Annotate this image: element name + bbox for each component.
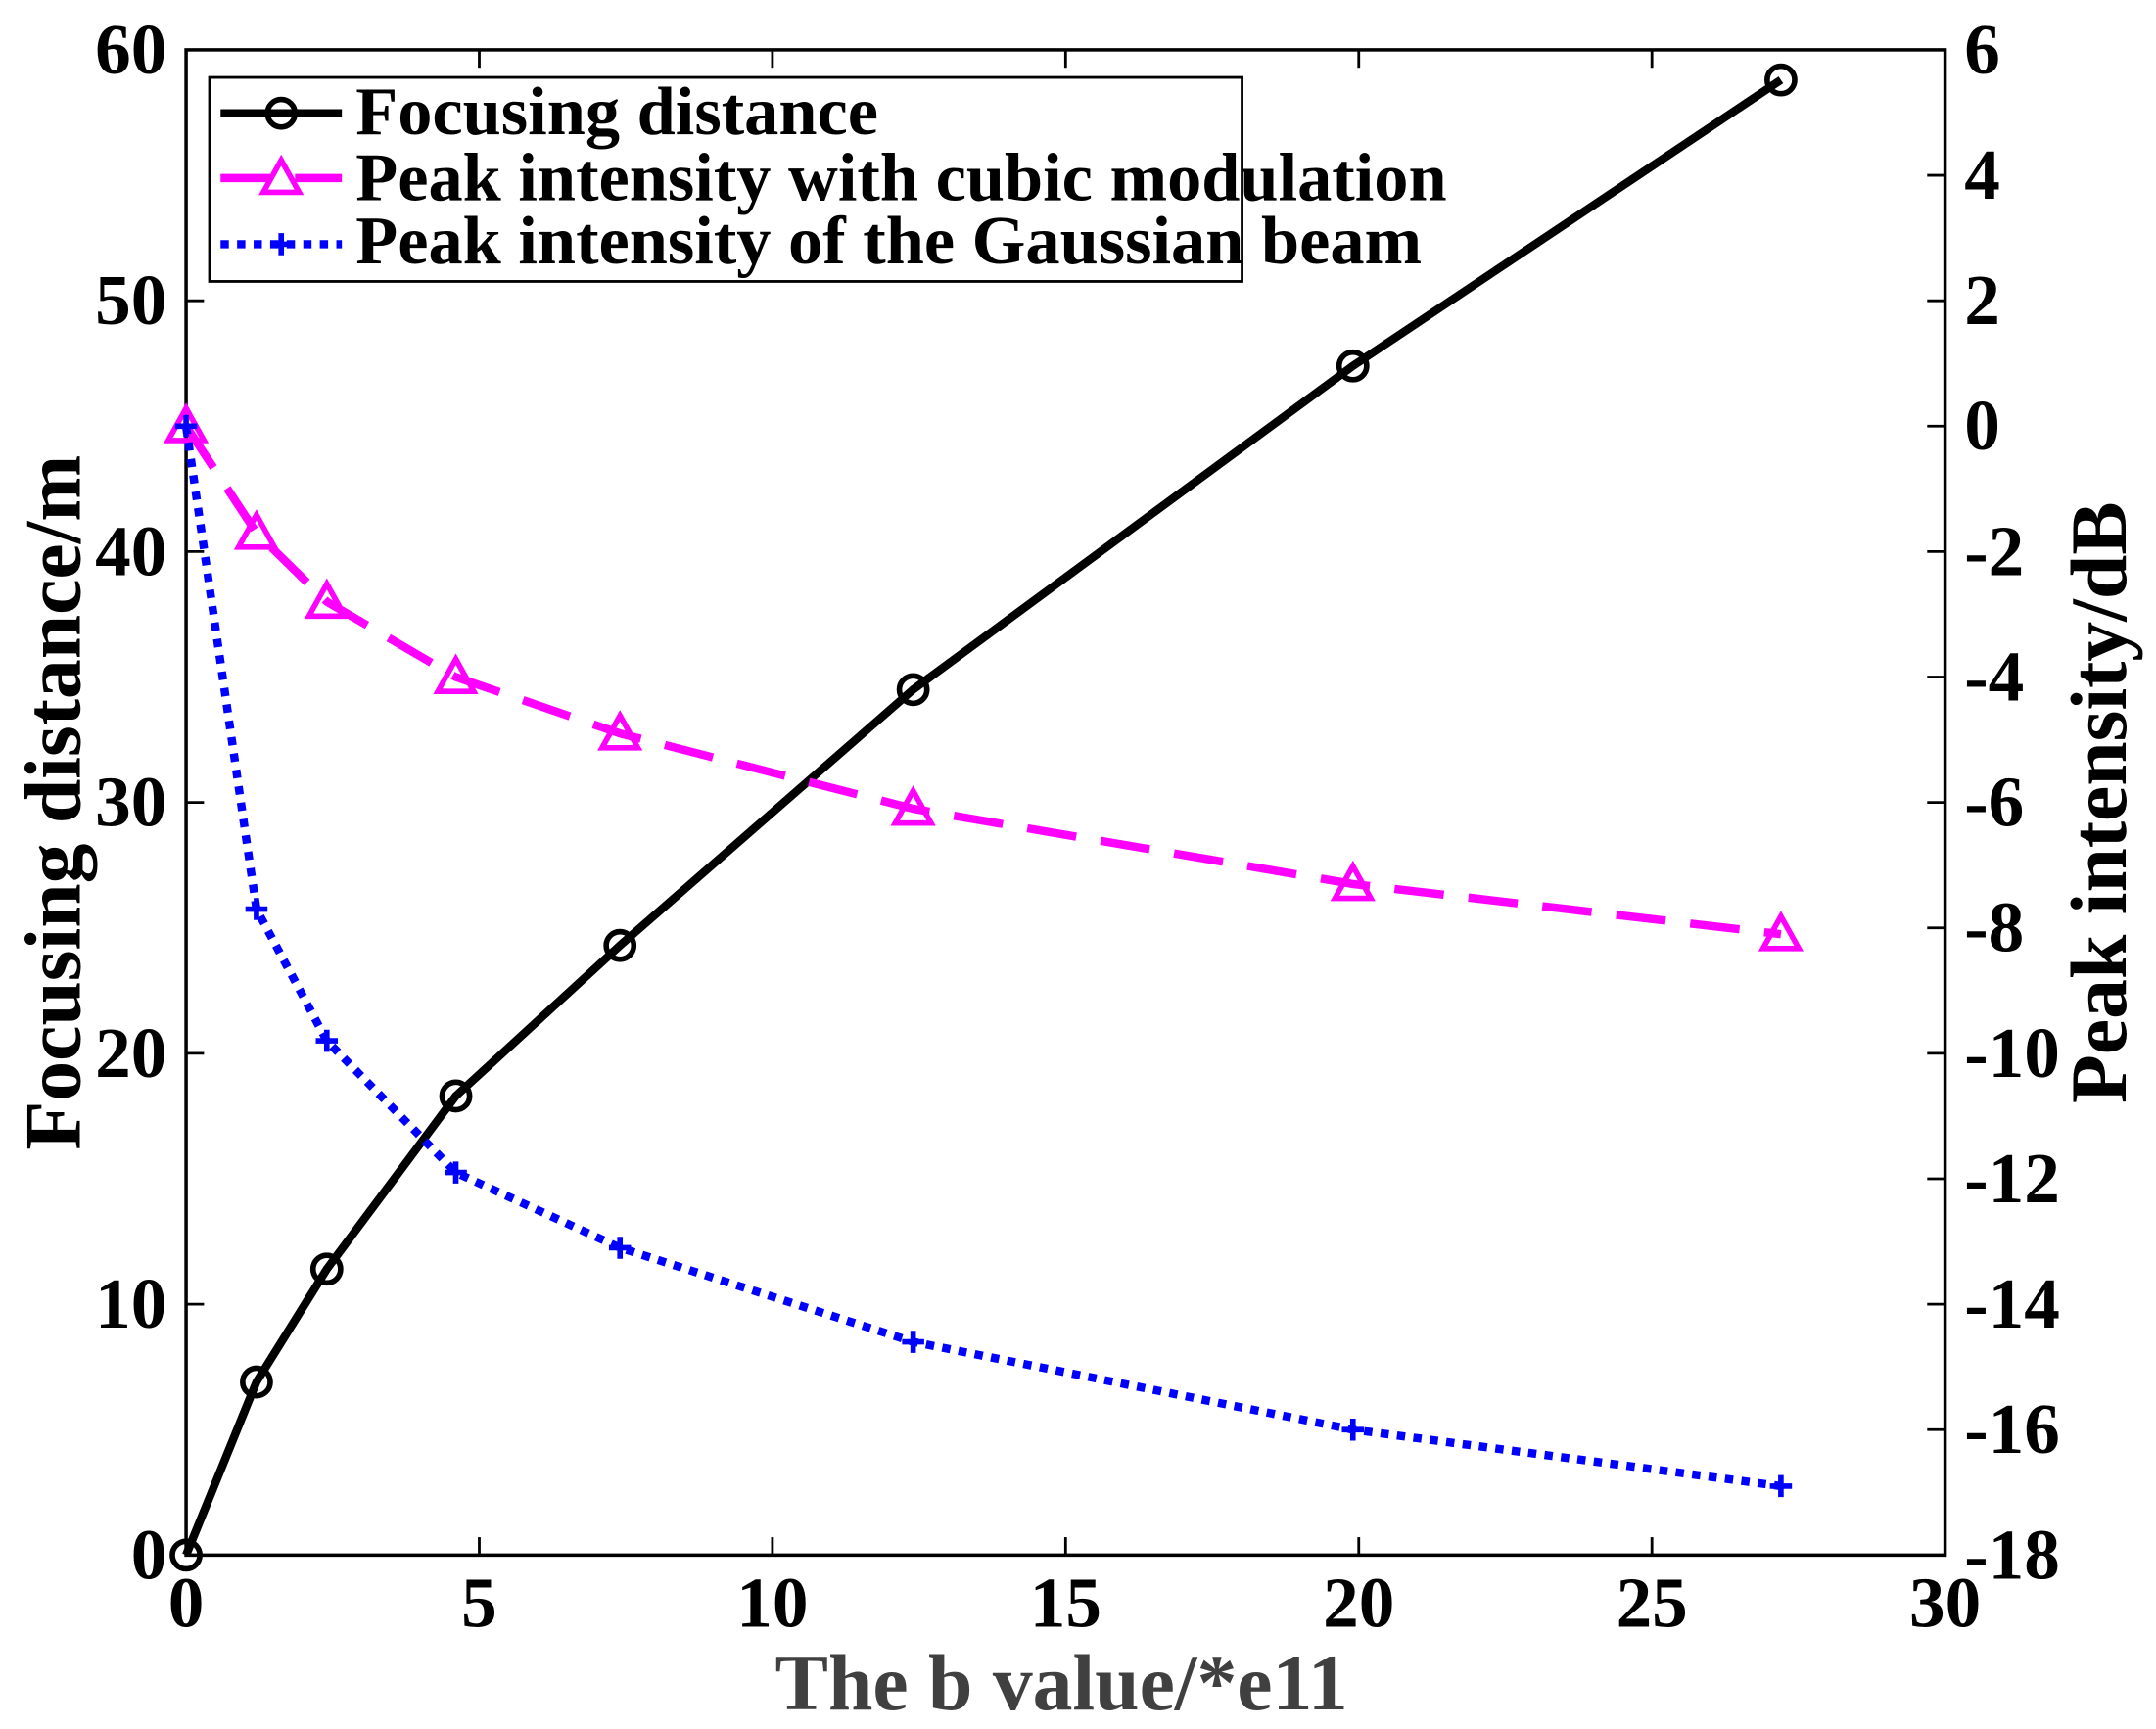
data-point	[169, 1538, 203, 1572]
data-point	[890, 784, 936, 826]
y-left-tick-label: 20	[95, 1013, 166, 1093]
data-point	[1764, 63, 1798, 97]
data-point	[1341, 1418, 1365, 1441]
y-right-tick-label: -18	[1964, 1515, 2060, 1594]
y-right-tick-label: -8	[1964, 888, 2024, 967]
data-point	[233, 509, 280, 550]
legend: Focusing distance Peak intensity with cu…	[208, 73, 1447, 283]
x-tick-label: 10	[736, 1564, 808, 1643]
legend-marker	[264, 96, 299, 130]
y-right-tick-label: 4	[1964, 135, 2000, 214]
data-point	[309, 1252, 344, 1286]
data-point	[240, 1365, 273, 1399]
data-point	[1758, 911, 1804, 952]
legend-label-gaussian-beam: Peak intensity of the Gaussian beam	[355, 203, 1422, 279]
x-tick-label: 5	[461, 1564, 497, 1643]
data-point	[902, 1331, 924, 1353]
series-0	[169, 63, 1798, 1572]
y-axis-right-title: Peak intensity/dB	[2054, 501, 2143, 1103]
series-line	[181, 425, 1782, 1491]
data-point	[445, 1161, 467, 1184]
y-right-tick-label: -6	[1964, 763, 2024, 842]
y-left-tick-label: 60	[95, 10, 166, 89]
y-left-tick-label: 30	[95, 763, 166, 842]
legend-box	[208, 75, 1243, 283]
data-point	[608, 1237, 632, 1259]
y-right-tick-label: -4	[1964, 636, 2024, 716]
y-right-tick-label: -12	[1964, 1139, 2060, 1218]
y-axis-left-title: Focusing distance/m	[9, 455, 98, 1150]
data-point	[603, 928, 637, 962]
y-left-tick-label: 40	[95, 511, 166, 590]
data-point	[1330, 860, 1376, 902]
y-right-tick-label: -2	[1964, 511, 2024, 590]
data-point	[439, 1079, 473, 1113]
data-point	[304, 578, 350, 620]
y-right-tick-label: 6	[1964, 10, 2000, 89]
x-tick-label: 15	[1030, 1564, 1101, 1643]
data-point	[315, 1029, 339, 1052]
x-tick-label: 30	[1909, 1564, 1981, 1643]
data-point	[1769, 1474, 1793, 1498]
series-line	[182, 76, 1784, 1557]
plot-area	[184, 48, 1947, 1558]
y-right-tick-label: 0	[1964, 386, 2000, 465]
data-point	[597, 710, 643, 751]
x-tick-label: 0	[168, 1564, 205, 1643]
legend-label-focusing-distance: Focusing distance	[355, 73, 878, 150]
y-left-tick-label: 50	[95, 260, 166, 340]
y-left-tick-label: 10	[95, 1264, 166, 1343]
y-right-tick-label: -14	[1964, 1264, 2060, 1343]
y-right-tick-label: -16	[1964, 1389, 2060, 1469]
data-point	[433, 653, 479, 694]
legend-label-cubic-modulation: Peak intensity with cubic modulation	[355, 139, 1446, 215]
data-point	[1336, 349, 1370, 383]
data-point	[174, 415, 198, 438]
series-layer	[163, 63, 1804, 1572]
y-left-tick-label: 0	[131, 1515, 167, 1594]
x-tick-label: 25	[1617, 1564, 1688, 1643]
x-tick-label: 20	[1323, 1564, 1394, 1643]
y-right-tick-label: 2	[1964, 260, 2000, 340]
axis-tick-labels: 0 5 10 15 20 25 300102030405060-18-16-14-12-10…	[95, 10, 2060, 1643]
legend-samples	[220, 96, 343, 256]
data-point	[245, 898, 268, 920]
series-2	[174, 415, 1793, 1498]
legend-marker	[269, 233, 293, 256]
legend-marker	[258, 154, 305, 196]
x-axis-title: The b value/*e11	[775, 1638, 1348, 1727]
data-point	[896, 673, 930, 707]
series-line	[182, 423, 1782, 939]
y-right-tick-label: -10	[1964, 1013, 2060, 1093]
